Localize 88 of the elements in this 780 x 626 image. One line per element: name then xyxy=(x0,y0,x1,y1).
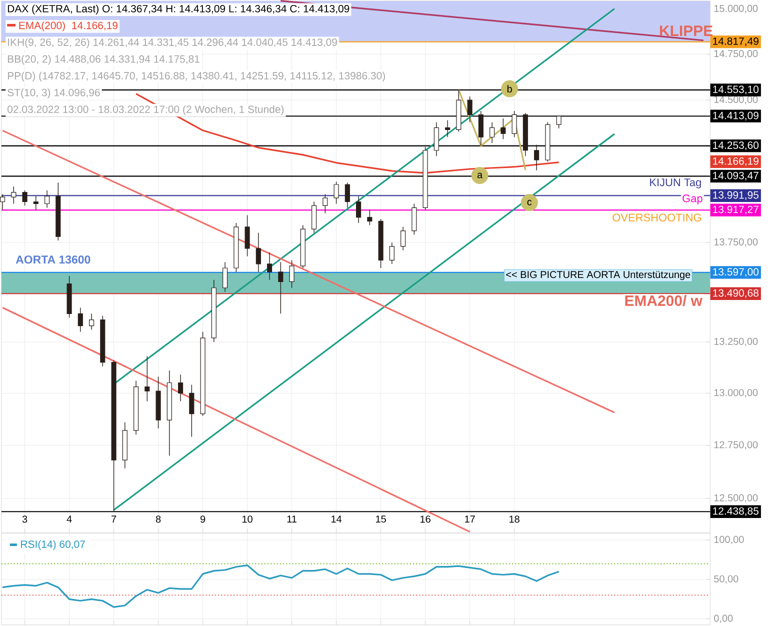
candlestick xyxy=(556,116,562,129)
annotation: 14.166,19 xyxy=(72,22,118,30)
candlestick xyxy=(222,262,228,292)
candlestick xyxy=(33,196,38,210)
annotation: 02.03.2022 13:00 - 18.03.2022 17:00 (2 Wochen, 1 Stunde) xyxy=(8,105,284,115)
candlestick xyxy=(256,232,261,272)
x-tick-label: 10 xyxy=(242,515,252,523)
candlestick xyxy=(490,122,495,144)
candlestick xyxy=(78,307,83,332)
candlestick xyxy=(344,182,350,208)
y-tick-label: 14.500,00 xyxy=(714,96,758,104)
candlestick xyxy=(312,201,317,233)
y-tick-label: 12.500,00 xyxy=(714,494,758,502)
annotation: a xyxy=(477,172,483,178)
candlestick xyxy=(144,356,150,402)
ref-line-label: 14.817,49 xyxy=(713,37,758,46)
candlestick xyxy=(244,214,250,256)
y-tick-label: 13.750,00 xyxy=(714,238,758,246)
candlestick xyxy=(434,122,439,156)
x-tick-label: 17 xyxy=(465,515,475,522)
annotation: b xyxy=(507,84,512,92)
candlestick xyxy=(267,252,272,280)
annotation: BB(20, 2) 14.488,06 14.331,94 14.175,81 xyxy=(8,54,200,65)
candlestick xyxy=(334,181,339,204)
x-tick-label: 14 xyxy=(332,515,342,522)
ref-line-label: 13.597,00 xyxy=(713,268,759,277)
x-tick-label: 8 xyxy=(156,515,161,523)
y-tick-label: 12.750,00 xyxy=(714,441,758,450)
candlestick xyxy=(44,190,50,208)
x-tick-label: 7 xyxy=(112,515,116,522)
annotation: << BIG PICTURE AORTA Unterstützunge xyxy=(506,270,690,280)
candlestick xyxy=(467,96,472,122)
candlestick xyxy=(512,110,517,138)
ref-line-label: 14.553,10 xyxy=(713,86,759,94)
candlestick xyxy=(389,242,394,264)
annotation: AORTA 13600 xyxy=(16,255,90,264)
y-tick-label: 15.000,00 xyxy=(714,4,758,14)
annotation: Gap xyxy=(682,194,702,204)
ref-line-label: 12.438,85 xyxy=(713,507,758,516)
annotation: KLIPPE xyxy=(660,25,712,36)
x-tick-label: 18 xyxy=(510,515,520,523)
chart-title: DAX (XETRA, Last) O: 14.367,34 H: 14.413,09 L: 14.346,34 C: 14.413,09 xyxy=(8,4,350,14)
candlestick xyxy=(400,226,406,250)
candlestick xyxy=(22,190,28,206)
x-tick-label: 16 xyxy=(420,515,430,523)
candlestick xyxy=(289,260,294,288)
candlestick xyxy=(278,262,284,314)
x-tick-label: 9 xyxy=(200,515,206,523)
ref-line-label: 13.917,27 xyxy=(713,206,758,214)
candlestick xyxy=(412,203,417,235)
ref-line-label: 14.413,09 xyxy=(713,112,758,120)
ref-line-label: 13.490,68 xyxy=(713,289,758,298)
annotation: c xyxy=(527,200,532,206)
x-tick-label: 15 xyxy=(376,515,386,522)
candlestick xyxy=(445,120,450,138)
y-tick-label: 0,00 xyxy=(714,614,733,623)
candlestick xyxy=(534,144,540,171)
y-tick-label: 50,00 xyxy=(714,575,738,584)
ref-line-label: 13.991,95 xyxy=(713,191,758,200)
candlestick xyxy=(189,384,194,437)
y-tick-label: 100,00 xyxy=(714,536,744,544)
candlestick xyxy=(322,194,328,214)
candlestick xyxy=(0,194,6,210)
annotation: PP(D) (14782.17, 14645.70, 14516.88, 14380.41, 14251.59, 14115.12, 13986.30) xyxy=(8,72,385,82)
annotation: EMA200/ w xyxy=(625,294,702,306)
candlestick xyxy=(367,208,372,226)
annotation: 60,07 xyxy=(60,540,85,550)
candlestick xyxy=(356,196,362,224)
annotation: IKH(9, 26, 52, 26) 14.261,44 14.331,45 14.296,44 14.040,45 14.413,09 xyxy=(8,38,337,48)
y-tick-label: 13.250,00 xyxy=(714,338,758,346)
legend-label: EMA(200) xyxy=(19,21,65,32)
y-tick-label: 13.000,00 xyxy=(714,388,758,398)
annotation: ST(10, 3) 14.096,96 xyxy=(8,88,100,98)
candlestick xyxy=(500,118,506,140)
annotation: OVERSHOOTING xyxy=(612,214,701,222)
candlestick xyxy=(478,110,484,146)
x-tick-label: 4 xyxy=(66,515,72,522)
candlestick xyxy=(178,374,184,402)
ref-line-label: 14.253,60 xyxy=(713,141,759,150)
ref-line-label: 14.093,47 xyxy=(713,172,758,180)
legend-label: RSI(14) xyxy=(21,540,56,550)
x-tick-label: 3 xyxy=(22,515,28,523)
annotation: KIJUN Tag xyxy=(650,178,701,188)
x-tick-label: 11 xyxy=(287,515,296,522)
y-tick-label: 14.750,00 xyxy=(714,50,758,58)
candlestick xyxy=(89,313,94,330)
text: 14.166,19 xyxy=(713,157,758,166)
candlestick xyxy=(11,186,16,204)
